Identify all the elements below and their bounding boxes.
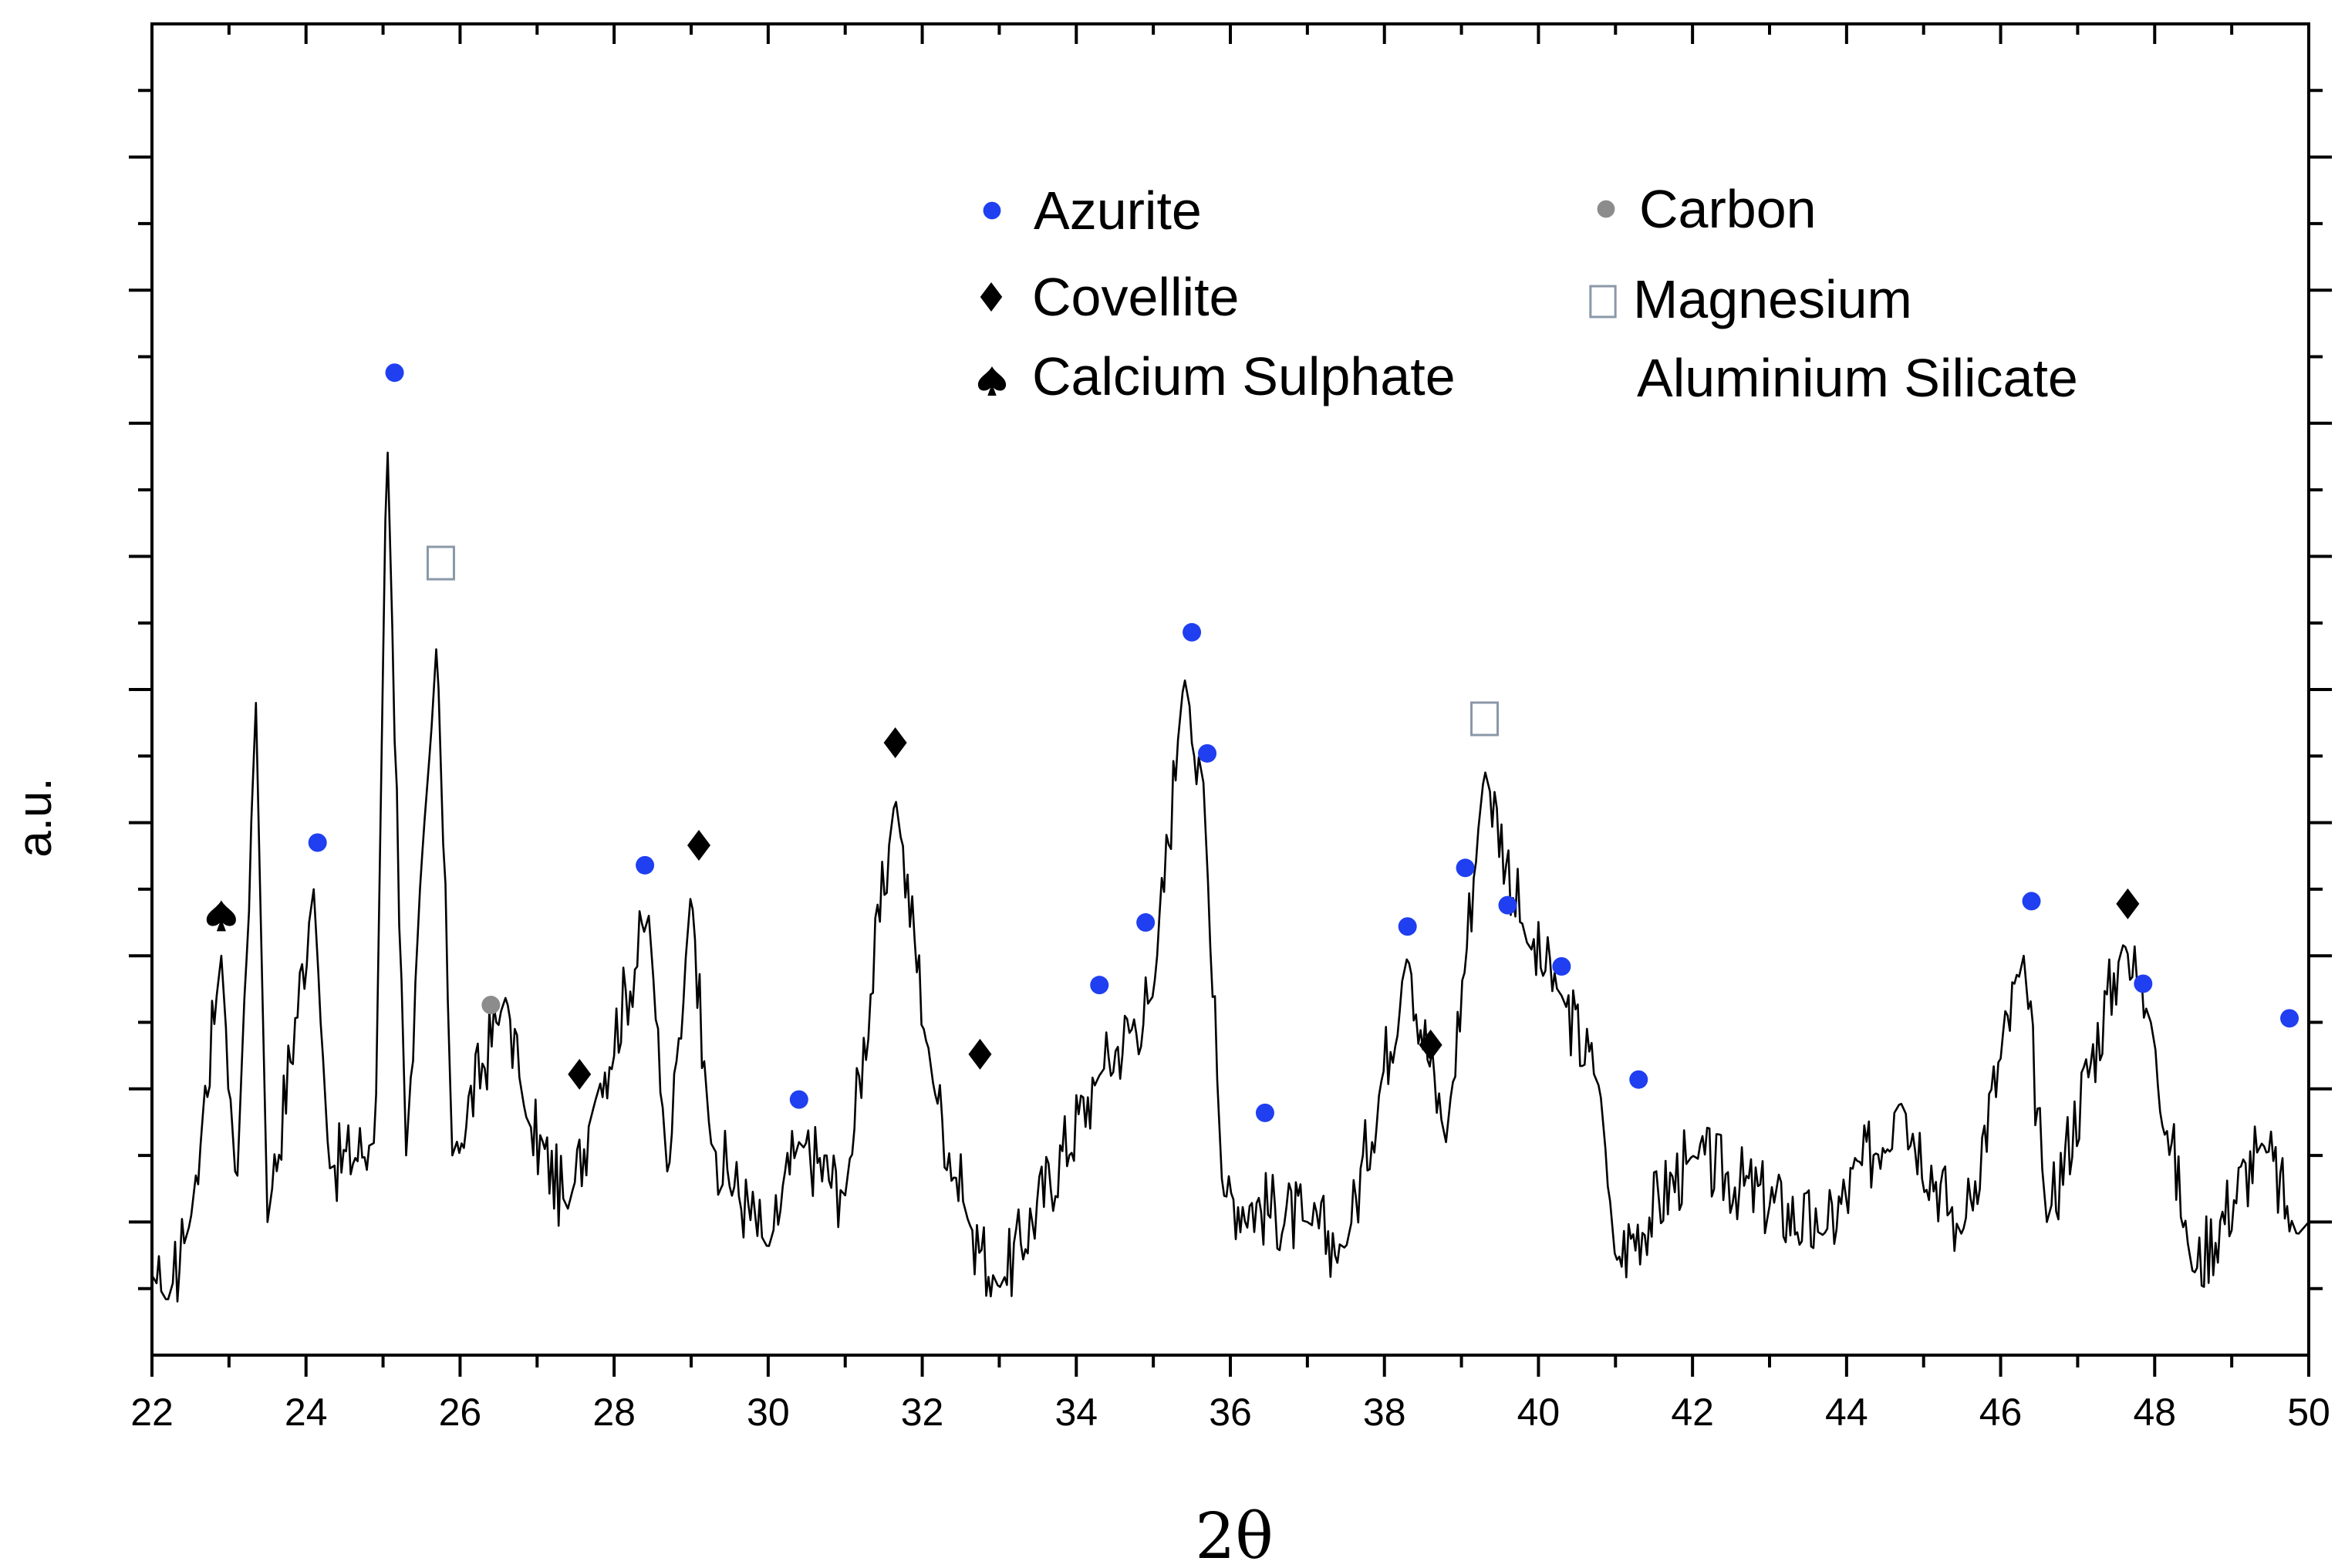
y-axis-title: a.u. <box>8 777 62 857</box>
x-tick-label: 34 <box>1054 1391 1098 1434</box>
calcium-sulphate-marker <box>206 900 236 932</box>
legend-label-magnesium: Magnesium <box>1633 269 1912 329</box>
covellite-marker <box>568 1058 592 1090</box>
legend-label-azurite: Azurite <box>1034 180 1202 241</box>
azurite-marker <box>789 1090 808 1109</box>
azurite-marker <box>2134 974 2153 993</box>
peak-markers <box>206 363 2299 1122</box>
carbon-marker <box>481 996 501 1015</box>
magnesium-marker <box>1470 701 1500 737</box>
x-axis-title: 2θ <box>1195 1500 1274 1568</box>
x-tick-label: 24 <box>285 1391 328 1434</box>
x-tick-label: 22 <box>130 1391 174 1434</box>
azurite-marker <box>1629 1070 1648 1089</box>
plot-frame <box>150 22 2310 1357</box>
azurite-marker <box>1498 895 1517 915</box>
spade-shape <box>977 366 1007 396</box>
azurite-marker <box>983 201 1001 220</box>
x-tick-label: 30 <box>747 1391 790 1434</box>
x-tick-label: 44 <box>1825 1391 1868 1434</box>
azurite-marker <box>2022 892 2041 911</box>
azurite-marker <box>2280 1009 2299 1028</box>
magnesium-marker <box>426 545 455 581</box>
x-tick-label: 36 <box>1209 1391 1252 1434</box>
azurite-marker <box>1198 744 1217 763</box>
legend-label-covellite: Covellite <box>1032 267 1239 327</box>
azurite-marker <box>1456 858 1475 878</box>
legend-label-carbon: Carbon <box>1639 179 1817 239</box>
azurite-marker <box>385 363 404 383</box>
x-tick-label: 46 <box>1979 1391 2023 1434</box>
covellite-marker <box>2116 888 2140 919</box>
azurite-marker <box>1552 957 1571 976</box>
x-tick-label: 42 <box>1671 1391 1714 1434</box>
magnesium-marker <box>1589 285 1617 319</box>
x-tick-label: 26 <box>439 1391 482 1434</box>
azurite-marker <box>1255 1103 1274 1122</box>
carbon-marker <box>1597 200 1615 218</box>
trace-line <box>150 451 2309 1303</box>
azurite-marker <box>1183 622 1202 642</box>
x-tick-label: 50 <box>2287 1391 2330 1434</box>
covellite-marker <box>687 829 710 861</box>
covellite-marker <box>1419 1029 1442 1061</box>
axes-frame: 22 24 26 28 30 32 34 36 38 40 42 44 46 48 50 <box>129 22 2332 1434</box>
azurite-marker <box>308 833 327 852</box>
x-tick-label: 38 <box>1363 1391 1406 1434</box>
spade-shape <box>206 900 236 932</box>
x-tick-label: 32 <box>901 1391 944 1434</box>
azurite-marker <box>636 855 655 875</box>
covellite-marker <box>968 1038 992 1070</box>
legend: Azurite Carbon Covellite Magnesium Aluminium… <box>977 179 2078 408</box>
x-tick-label: 48 <box>2133 1391 2176 1434</box>
legend-label-magnesium-line2: Aluminium Silicate <box>1637 348 2078 408</box>
legend-label-calcium: Calcium Sulphate <box>1032 346 1456 406</box>
x-tick-label: 28 <box>592 1391 636 1434</box>
diffraction-trace <box>150 451 2309 1303</box>
covellite-marker <box>883 727 907 759</box>
azurite-marker <box>1090 976 1109 995</box>
azurite-marker <box>1136 913 1156 932</box>
azurite-marker <box>1398 917 1417 936</box>
calcium-sulphate-marker <box>977 366 1007 396</box>
covellite-marker <box>980 282 1003 312</box>
x-tick-label: 40 <box>1517 1391 1561 1434</box>
